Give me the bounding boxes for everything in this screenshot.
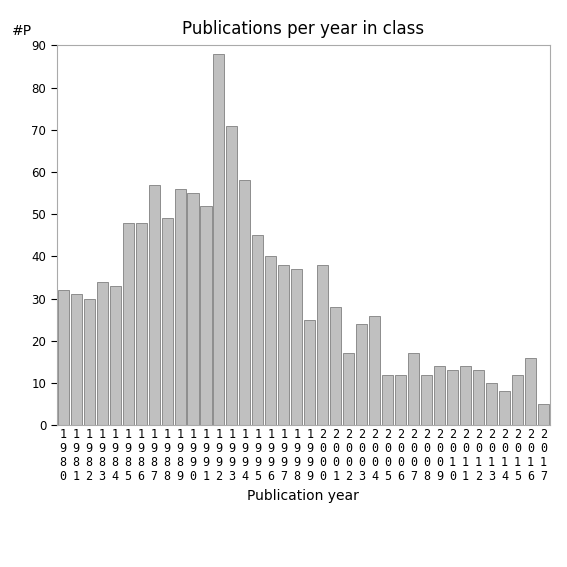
Bar <box>434 366 445 425</box>
Bar <box>149 185 159 425</box>
Bar <box>512 375 523 425</box>
Bar <box>175 189 185 425</box>
Bar <box>395 375 406 425</box>
Bar <box>369 315 380 425</box>
Bar <box>382 375 393 425</box>
Bar <box>71 294 82 425</box>
Bar <box>122 223 134 425</box>
Title: Publications per year in class: Publications per year in class <box>182 20 425 38</box>
Bar <box>188 193 198 425</box>
Bar <box>84 299 95 425</box>
Bar <box>96 282 108 425</box>
X-axis label: Publication year: Publication year <box>247 489 359 502</box>
Bar <box>278 265 289 425</box>
Bar <box>239 180 251 425</box>
Bar <box>356 324 367 425</box>
Bar <box>499 391 510 425</box>
Bar <box>538 404 549 425</box>
Bar <box>343 353 354 425</box>
Bar <box>331 307 341 425</box>
Bar <box>226 125 238 425</box>
Bar <box>460 366 471 425</box>
Bar <box>162 218 172 425</box>
Bar <box>408 353 419 425</box>
Bar <box>291 269 302 425</box>
Bar <box>136 223 147 425</box>
Bar <box>201 206 211 425</box>
Bar <box>447 370 458 425</box>
Bar <box>486 383 497 425</box>
Bar <box>318 265 328 425</box>
Bar <box>213 54 225 425</box>
Bar <box>109 286 121 425</box>
Bar <box>58 290 69 425</box>
Text: #P: #P <box>12 24 32 38</box>
Bar <box>473 370 484 425</box>
Bar <box>304 320 315 425</box>
Bar <box>252 235 264 425</box>
Bar <box>525 358 536 425</box>
Bar <box>265 256 276 425</box>
Bar <box>421 375 432 425</box>
